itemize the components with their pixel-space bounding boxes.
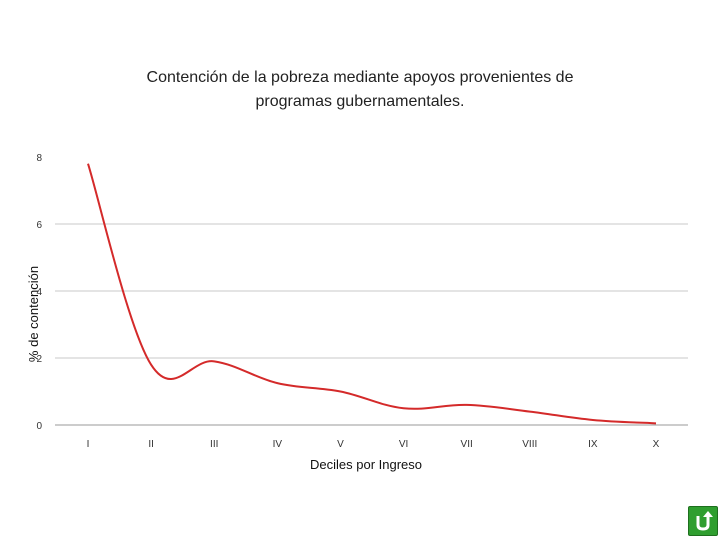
return-button[interactable] xyxy=(688,506,718,536)
x-tick-label: I xyxy=(87,439,90,450)
chart-title-line-1: Contención de la pobreza mediante apoyos… xyxy=(146,69,574,86)
x-tick-label: X xyxy=(653,439,660,450)
y-tick-label: 8 xyxy=(36,153,42,164)
y-tick-label: 4 xyxy=(36,287,42,298)
chart-title: Contención de la pobreza mediante apoyos… xyxy=(100,66,620,114)
y-tick-labels: 0 2 4 6 8 xyxy=(36,153,42,432)
x-tick-label: VII xyxy=(461,439,473,450)
y-axis-label: % de contención xyxy=(26,266,41,362)
x-tick-label: VIII xyxy=(522,439,537,450)
grid-lines xyxy=(55,223,688,426)
x-axis-label: Deciles por Ingreso xyxy=(310,457,422,472)
y-tick-label: 6 xyxy=(36,220,42,231)
return-arrow-icon xyxy=(696,511,713,531)
x-tick-label: II xyxy=(148,439,154,450)
series-line xyxy=(87,163,657,425)
x-tick-label: III xyxy=(210,439,218,450)
x-tick-label: V xyxy=(337,439,344,450)
x-tick-labels: I II III IV V VI VII VIII IX X xyxy=(87,439,660,450)
x-tick-label: VI xyxy=(399,439,408,450)
y-tick-label: 0 xyxy=(36,421,42,432)
chart-title-line-2: programas gubernamentales. xyxy=(255,93,465,110)
x-tick-label: IV xyxy=(273,439,283,450)
x-tick-label: IX xyxy=(588,439,598,450)
y-tick-label: 2 xyxy=(36,354,42,365)
